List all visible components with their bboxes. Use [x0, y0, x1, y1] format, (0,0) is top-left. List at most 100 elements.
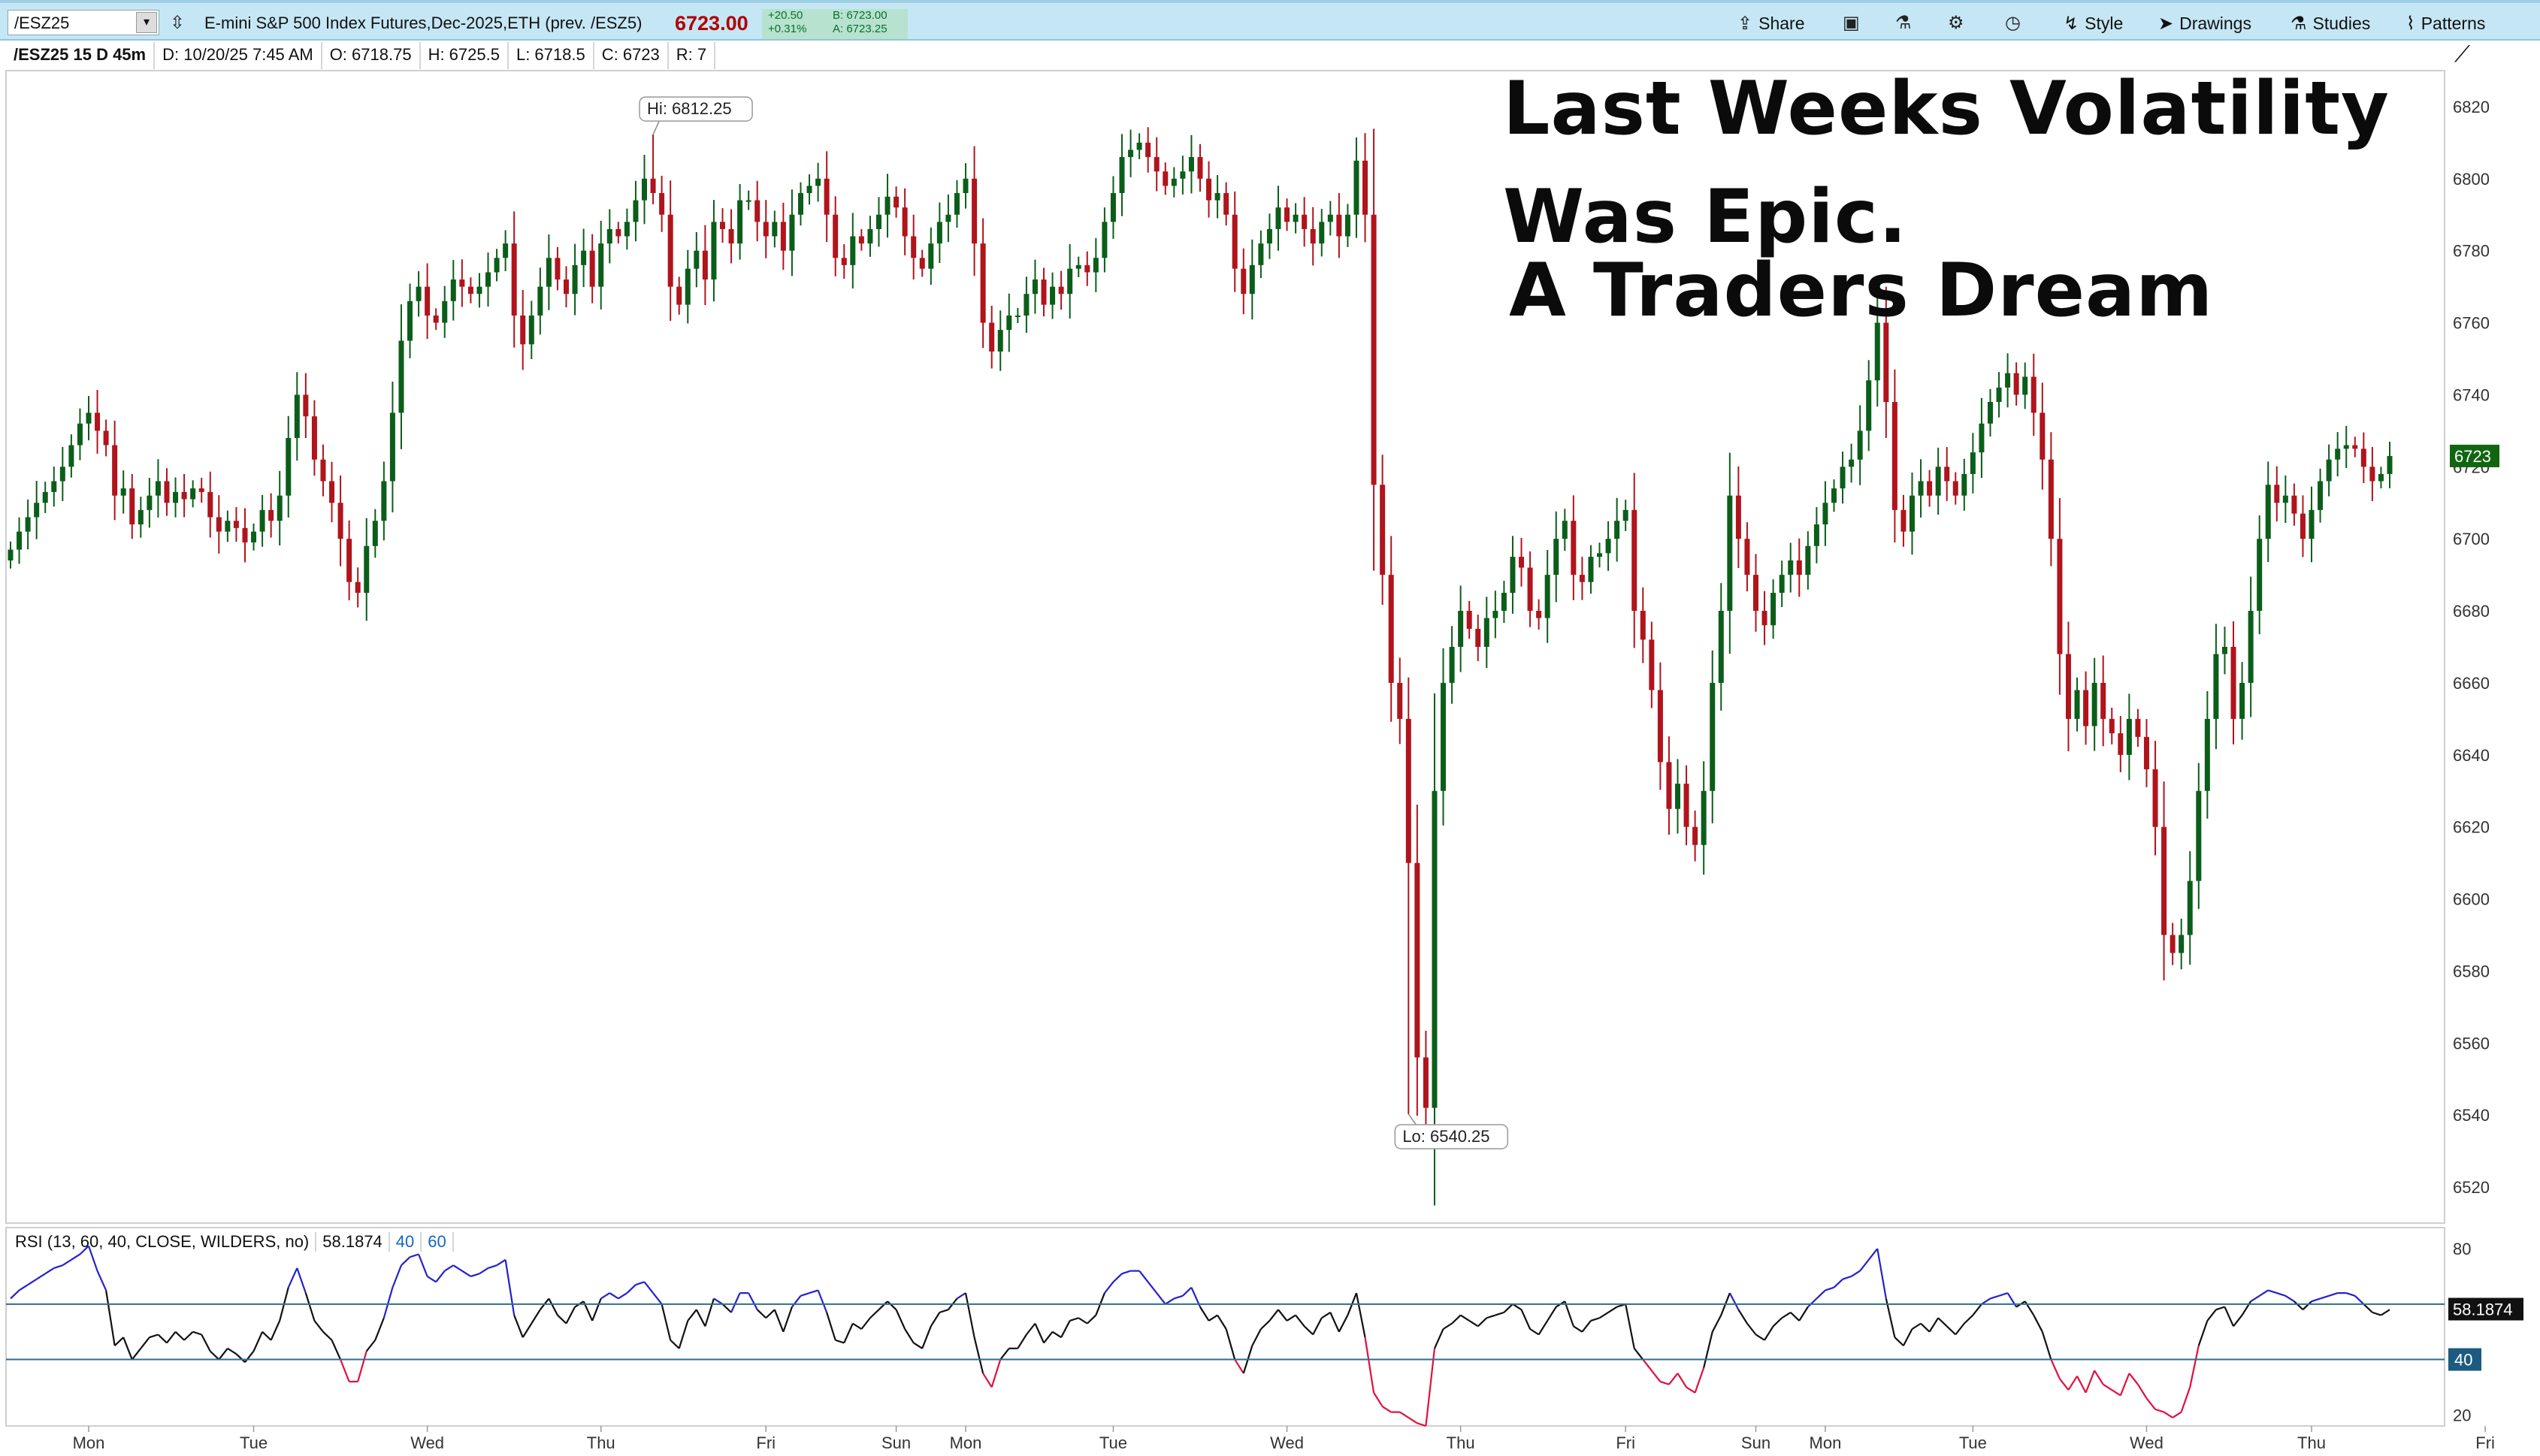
rsi-line-segment — [2197, 1320, 2209, 1346]
rsi-line-segment — [313, 1320, 324, 1333]
candle-body — [77, 423, 83, 446]
candle-body — [2196, 790, 2202, 881]
rsi-line-segment — [36, 1273, 46, 1280]
rsi-line-segment — [2154, 1408, 2164, 1413]
symbol-value: /ESZ25 — [14, 14, 70, 32]
candle-body — [389, 412, 395, 482]
gear-icon[interactable]: ⚙ — [1948, 13, 1964, 33]
candle-body — [719, 222, 725, 229]
save-snapshot-icon[interactable]: ▣ — [1843, 13, 1860, 33]
candle-body — [546, 258, 552, 287]
candle-body — [1622, 509, 1628, 521]
rsi-value-label: 58.1874 — [2453, 1300, 2513, 1319]
time-tick-label: Wed — [410, 1433, 444, 1452]
rsi-line-segment — [2067, 1376, 2078, 1391]
rsi-line-segment — [999, 1348, 1010, 1361]
rsi-line-segment — [565, 1306, 576, 1325]
symbol-period[interactable]: /ESZ25 15 D 45m — [6, 42, 156, 69]
candle-body — [1996, 387, 2002, 403]
rsi-study-header[interactable]: RSI (13, 60, 40, CLOSE, WILDERS, no) 58.… — [9, 1232, 454, 1252]
rsi-line-segment — [1746, 1322, 1757, 1336]
low-marker-label: Lo: 6540.25 — [1402, 1127, 1489, 1146]
candle-body — [1353, 160, 1359, 215]
rsi-line-segment — [1885, 1298, 1896, 1338]
candle-body — [737, 200, 743, 244]
studies-button[interactable]: ⚗ Studies — [2291, 13, 2370, 35]
rsi-line-segment — [973, 1337, 984, 1374]
rsi-line-segment — [1051, 1331, 1062, 1338]
rsi-line-segment — [270, 1320, 281, 1341]
rsi-line-segment — [365, 1340, 376, 1352]
rsi-line-segment — [1807, 1297, 1818, 1308]
rsi-line-segment — [2206, 1309, 2217, 1322]
rsi-line-segment — [773, 1309, 785, 1333]
rsi-line-segment — [730, 1292, 741, 1313]
ask-price: A: 6723.25 — [833, 23, 887, 35]
drawings-button[interactable]: ➤ Drawings — [2158, 13, 2251, 35]
price-tick-label: 6620 — [2453, 818, 2490, 837]
time-tick-label: Wed — [1270, 1433, 1304, 1452]
rsi-line-segment — [869, 1309, 880, 1319]
rsi-line-segment — [1182, 1286, 1193, 1297]
rsi-line-segment — [1078, 1317, 1088, 1325]
candle-body — [1727, 495, 1733, 612]
link-icon[interactable]: ⇳ — [170, 13, 186, 33]
rsi-line-segment — [1520, 1309, 1532, 1330]
rsi-line-segment — [1373, 1392, 1383, 1407]
candle-body — [1423, 1057, 1429, 1108]
rsi-line-segment — [410, 1253, 419, 1258]
candle-body — [2030, 376, 2037, 413]
candle-body — [815, 178, 821, 186]
candle-body — [173, 491, 179, 503]
symbol-dropdown-icon[interactable]: ▾ — [136, 12, 157, 33]
rsi-line-segment — [1503, 1303, 1513, 1313]
rsi-line-segment — [1964, 1314, 1974, 1325]
time-tick-label: Tue — [1959, 1433, 1987, 1452]
rsi-line-segment — [1937, 1317, 1948, 1328]
rsi-line-segment — [2250, 1294, 2260, 1303]
candle-body — [641, 178, 647, 201]
candle-body — [1397, 682, 1403, 719]
candle-body — [1041, 279, 1047, 305]
candle-body — [1249, 264, 1255, 295]
rsi-line-segment — [2328, 1292, 2339, 1297]
rsi-line-segment — [618, 1292, 627, 1300]
patterns-button[interactable]: ⌇ Patterns — [2406, 13, 2485, 35]
price-axis-settings-icon[interactable]: ⟋ — [2454, 42, 2470, 67]
price-tick-label: 6800 — [2453, 170, 2490, 189]
candle-body — [268, 509, 274, 521]
bar-high: H: 6725.5 — [421, 42, 509, 69]
rsi-line-segment — [721, 1303, 732, 1313]
cursor-icon: ➤ — [2158, 14, 2174, 34]
clock-icon[interactable]: ◷ — [2005, 13, 2021, 33]
candle-body — [1362, 160, 1368, 215]
rsi-tick-label: 80 — [2453, 1240, 2471, 1258]
rsi-line-segment — [1364, 1337, 1375, 1393]
symbol-input[interactable]: /ESZ25 ▾ — [8, 10, 159, 35]
rsi-line-segment — [1295, 1314, 1305, 1327]
rsi-line-segment — [2345, 1292, 2356, 1297]
rsi-line-segment — [1642, 1358, 1653, 1371]
rsi-line-segment — [513, 1315, 524, 1338]
candle-body — [320, 459, 326, 482]
rsi-line-segment — [44, 1267, 55, 1275]
rsi-line-segment — [1876, 1248, 1887, 1299]
flask-icon[interactable]: ⚗ — [1895, 13, 1912, 33]
rsi-line-segment — [1043, 1331, 1054, 1344]
candle-body — [875, 214, 881, 229]
rsi-line-segment — [392, 1264, 402, 1288]
style-button[interactable]: ↯ Style — [2064, 13, 2123, 35]
rsi-line-segment — [1112, 1273, 1123, 1283]
candle-body — [537, 286, 543, 316]
candle-body — [1614, 521, 1620, 539]
top-toolbar: /ESZ25 ▾ ⇳ E-mini S&P 500 Index Futures,… — [0, 0, 2540, 41]
rsi-line-segment — [1251, 1328, 1262, 1346]
rsi-line-segment — [10, 1289, 20, 1300]
share-button[interactable]: ⇪ Share — [1737, 13, 1804, 35]
candle-body — [42, 491, 48, 503]
candle-body — [2369, 467, 2375, 482]
rsi-line-segment — [1564, 1300, 1574, 1327]
candle-body — [1102, 222, 1108, 258]
candle-body — [2100, 682, 2106, 719]
